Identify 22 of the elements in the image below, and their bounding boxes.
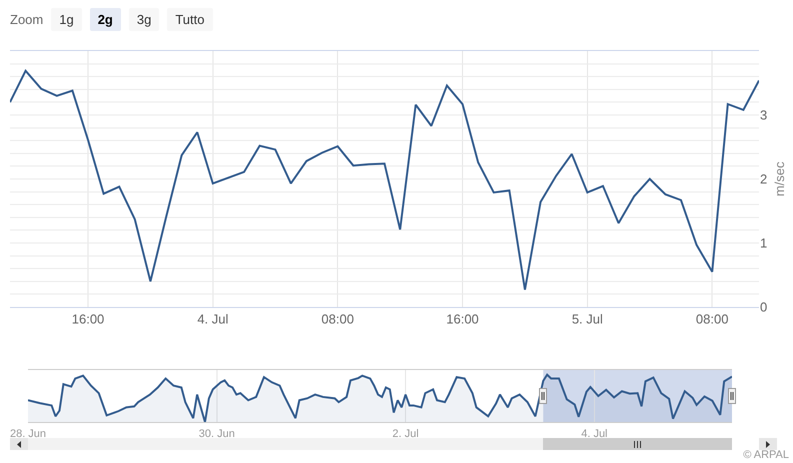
text: Zoom: [10, 12, 44, 26]
y-tick-label: 1: [760, 236, 768, 251]
x-tick-label: 30. Jun: [198, 428, 235, 440]
text: Tutto: [167, 8, 212, 30]
text: © ARPAL: [743, 449, 789, 461]
x-tick-label: 4. Jul: [197, 312, 228, 327]
x-tick-label: 5. Jul: [572, 312, 603, 327]
line-series: [10, 70, 759, 291]
y-tick-label: 3: [760, 108, 768, 123]
text: 3g: [128, 8, 160, 30]
x-tick-label: 2. Jul: [392, 428, 419, 440]
x-tick-label: 16:00: [446, 312, 479, 327]
x-tick-label: 16:00: [72, 312, 104, 327]
y-tick-label: 0: [760, 300, 768, 315]
text: 2g: [90, 8, 121, 30]
text: 1g: [51, 8, 82, 30]
y-axis-title: m/sec: [772, 161, 787, 196]
x-tick-label: 4. Jul: [581, 428, 608, 440]
x-tick-label: 08:00: [696, 312, 728, 327]
x-tick-label: 28. Jun: [10, 428, 46, 440]
x-tick-label: 08:00: [321, 312, 354, 327]
y-tick-label: 2: [760, 172, 768, 187]
